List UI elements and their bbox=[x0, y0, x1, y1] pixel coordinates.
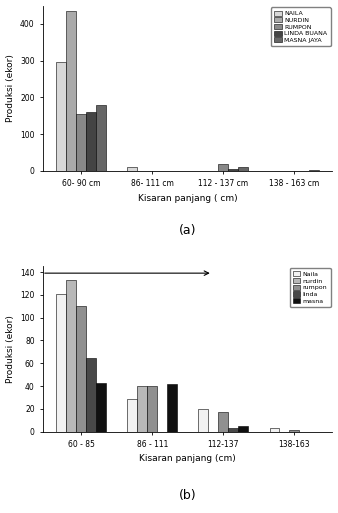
Bar bbox=[289, 430, 299, 431]
Bar bbox=[127, 167, 137, 171]
Bar bbox=[56, 63, 66, 171]
Text: (b): (b) bbox=[179, 489, 197, 502]
Bar bbox=[238, 426, 248, 431]
Bar bbox=[269, 428, 280, 431]
Bar bbox=[66, 280, 76, 431]
Bar bbox=[56, 293, 66, 431]
Bar bbox=[147, 386, 157, 431]
X-axis label: Kisaran panjang ( cm): Kisaran panjang ( cm) bbox=[138, 194, 238, 203]
Bar bbox=[167, 384, 177, 431]
Bar bbox=[76, 306, 86, 431]
Bar bbox=[127, 399, 137, 431]
Bar bbox=[86, 112, 96, 171]
X-axis label: Kisaran panjang (cm): Kisaran panjang (cm) bbox=[139, 455, 236, 463]
Bar bbox=[66, 11, 76, 171]
Y-axis label: Produksi (ekor): Produksi (ekor) bbox=[6, 315, 15, 383]
Text: (a): (a) bbox=[179, 224, 196, 236]
Bar bbox=[228, 169, 238, 171]
Y-axis label: Produksi (ekor): Produksi (ekor) bbox=[5, 54, 15, 122]
Bar bbox=[86, 358, 96, 431]
Legend: Naila, nurdin, rumpon, linda, masna: Naila, nurdin, rumpon, linda, masna bbox=[290, 268, 331, 307]
Bar bbox=[228, 428, 238, 431]
Bar bbox=[309, 170, 319, 171]
Bar bbox=[198, 409, 208, 431]
Bar bbox=[218, 412, 228, 431]
Bar bbox=[96, 383, 106, 431]
Legend: NAILA, NURDIN, RUMPON, LINDA BUANA, MASNA JAYA: NAILA, NURDIN, RUMPON, LINDA BUANA, MASN… bbox=[271, 7, 331, 46]
Bar bbox=[137, 386, 147, 431]
Bar bbox=[218, 164, 228, 171]
Bar bbox=[96, 105, 106, 171]
Bar bbox=[76, 114, 86, 171]
Bar bbox=[238, 167, 248, 171]
